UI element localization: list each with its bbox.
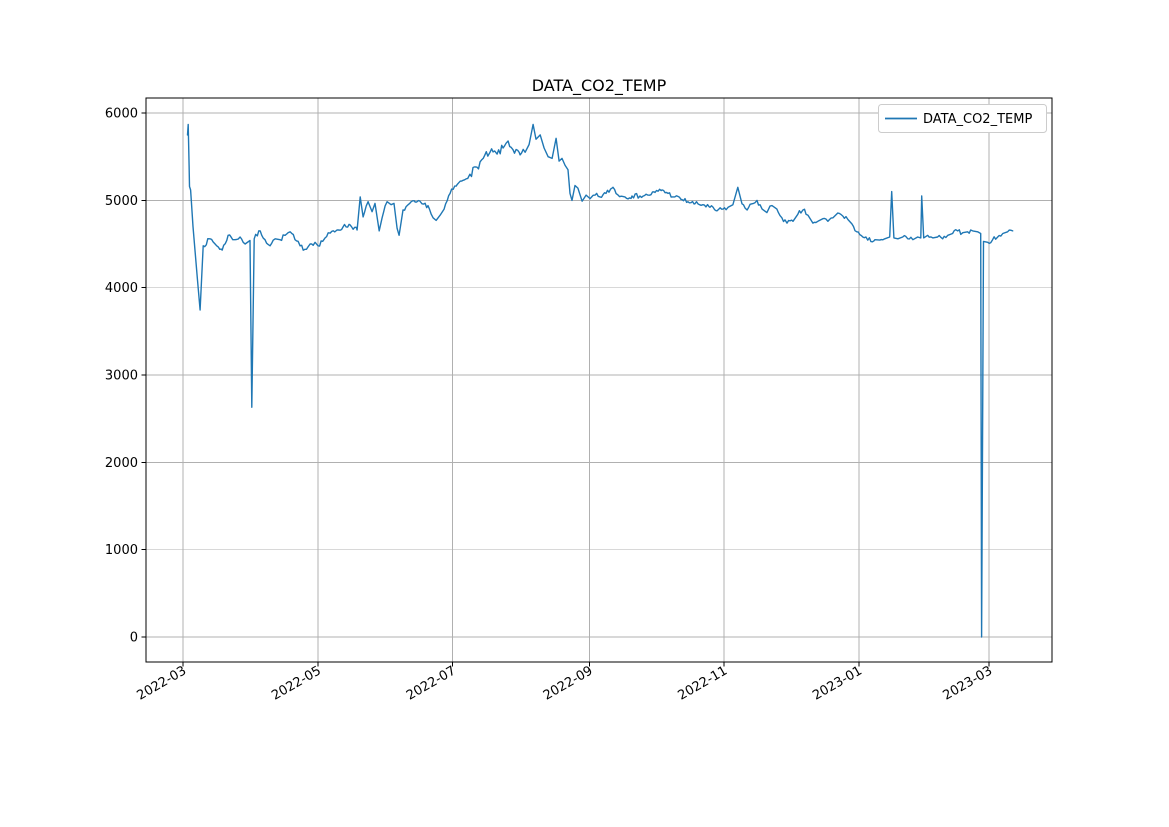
legend-label: DATA_CO2_TEMP xyxy=(923,112,1032,127)
legend-box xyxy=(878,104,1047,133)
data-series xyxy=(186,123,1014,638)
axes-frame xyxy=(145,97,1053,663)
x-tick-label: 2022-07 xyxy=(404,663,459,703)
y-tick-labels: 0 1000 2000 3000 4000 5000 6000 xyxy=(105,107,138,646)
series-line xyxy=(186,123,1014,638)
y-tick-label: 5000 xyxy=(105,194,138,209)
y-tick-label: 2000 xyxy=(105,456,138,471)
grid-lines xyxy=(146,98,1052,662)
x-tick-label: 2023-01 xyxy=(810,663,865,703)
y-tick-label: 0 xyxy=(130,631,138,646)
y-tick-label: 3000 xyxy=(105,369,138,384)
y-tick-label: 1000 xyxy=(105,543,138,558)
chart-title: DATA_CO2_TEMP xyxy=(532,76,667,96)
x-tick-label: 2023-03 xyxy=(941,663,996,703)
x-tick-label: 2022-03 xyxy=(135,663,190,703)
axis-ticks xyxy=(141,112,990,667)
x-tick-label: 2022-11 xyxy=(676,663,731,703)
y-tick-label: 4000 xyxy=(105,281,138,296)
x-tick-labels: 2022-03 2022-05 2022-07 2022-09 2022-11 2023-… xyxy=(135,663,996,703)
y-tick-label: 6000 xyxy=(105,107,138,122)
x-tick-label: 2022-05 xyxy=(269,663,324,703)
x-tick-label: 2022-09 xyxy=(541,663,596,703)
legend: DATA_CO2_TEMP xyxy=(878,104,1047,133)
